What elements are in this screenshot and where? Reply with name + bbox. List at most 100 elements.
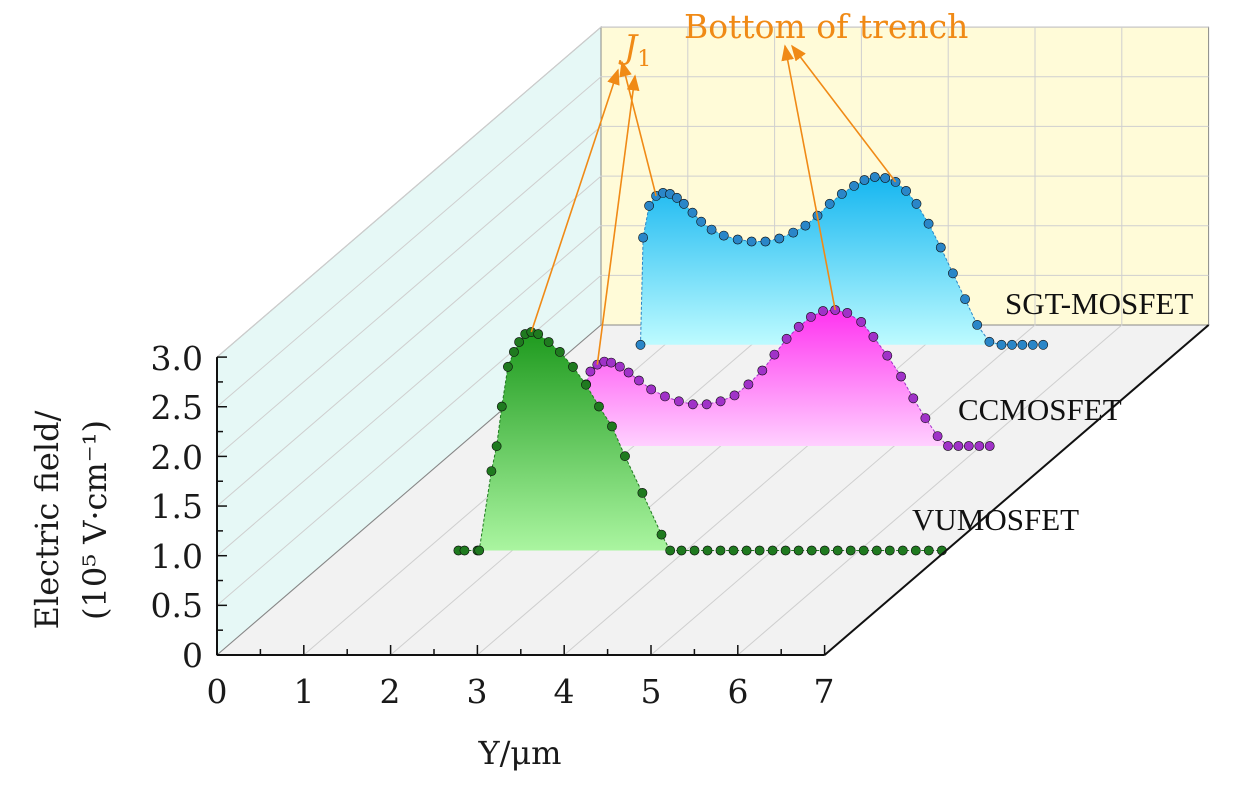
data-point [459, 545, 470, 556]
data-point [896, 371, 906, 382]
x-tick-label: 7 [814, 672, 835, 711]
data-point [729, 390, 740, 401]
data-point [793, 545, 804, 556]
data-point [842, 307, 853, 318]
data-point [674, 396, 684, 407]
data-point [1017, 339, 1028, 350]
data-point [594, 401, 604, 412]
data-point [806, 311, 816, 322]
y-axis-title: Electric field/ [28, 410, 66, 629]
data-point [718, 230, 729, 241]
data-point [780, 545, 791, 556]
grid-line [216, 274, 1209, 606]
data-point [911, 198, 922, 209]
data-point [884, 545, 895, 556]
annotation-bottom-of-trench: Bottom of trench [684, 7, 968, 46]
data-point [514, 337, 524, 347]
x-tick-label: 4 [554, 672, 575, 711]
data-point [774, 233, 785, 244]
data-point [533, 329, 544, 339]
data-point [832, 545, 843, 556]
data-point [910, 545, 921, 556]
grid-line [216, 125, 1209, 457]
y-tick-label: 3.0 [151, 339, 203, 378]
data-point [615, 361, 625, 372]
data-point [806, 545, 817, 556]
y-tick-label: 0.5 [151, 586, 203, 625]
annotation-arrow [596, 74, 640, 365]
data-point [1007, 339, 1017, 350]
series-label-vumosfet: VUMOSFET [912, 502, 1079, 537]
data-point [689, 545, 700, 556]
data-point [932, 431, 943, 441]
data-point [702, 545, 713, 556]
data-point [880, 173, 891, 183]
data-point [701, 399, 712, 410]
annotation-j1: J1 [618, 27, 651, 72]
data-point [687, 207, 698, 218]
data-point [856, 316, 867, 327]
data-point [819, 545, 830, 556]
x-tick-label: 1 [294, 672, 315, 711]
data-point [706, 224, 717, 235]
data-point [972, 319, 983, 330]
data-point [502, 361, 513, 372]
data-point [743, 379, 754, 390]
data-point [960, 294, 970, 304]
data-point [687, 399, 698, 410]
data-point [568, 361, 578, 372]
data-point [672, 192, 682, 203]
y-tick-label: 1.5 [151, 487, 203, 526]
data-point [607, 421, 617, 432]
data-point [486, 466, 497, 476]
data-point [679, 198, 689, 209]
data-point [996, 339, 1007, 350]
y-tick-label: 1.0 [151, 537, 203, 576]
data-point [1038, 339, 1049, 350]
data-point [908, 393, 919, 404]
data-point [974, 441, 985, 451]
data-point [948, 268, 958, 279]
data-point [676, 545, 687, 556]
data-point [757, 365, 768, 376]
data-point [715, 545, 726, 556]
series-area-0 [458, 332, 942, 551]
data-point [606, 357, 617, 368]
data-point [769, 349, 780, 360]
grid-line [216, 175, 1209, 507]
data-point [897, 545, 908, 556]
data-point [620, 451, 630, 462]
data-point [741, 545, 752, 556]
data-point [859, 175, 870, 185]
data-point [660, 391, 670, 402]
x-tick-label: 3 [467, 672, 488, 711]
data-point [901, 185, 911, 196]
data-point [644, 200, 654, 211]
data-point [543, 337, 554, 347]
depth-axis-line [823, 324, 1210, 656]
data-point [788, 227, 799, 238]
data-point [824, 198, 835, 209]
series-area-2 [640, 177, 1044, 345]
y-tick-label: 2.5 [151, 388, 203, 427]
data-point [732, 234, 743, 245]
data-point [868, 331, 879, 342]
data-point [849, 180, 859, 191]
data-point [634, 375, 644, 386]
annotation-arrow [781, 44, 836, 311]
data-point [963, 441, 974, 451]
data-point [638, 232, 648, 243]
data-point [635, 339, 646, 350]
x-axis-title: Y/μm [477, 734, 561, 772]
data-point [1027, 339, 1038, 350]
data-point [665, 545, 676, 556]
x-tick-label: 5 [641, 672, 662, 711]
data-point [715, 396, 726, 407]
data-point [509, 346, 519, 357]
data-point [696, 216, 707, 227]
annotation-arrow [791, 44, 897, 183]
data-point [935, 242, 946, 253]
data-point [923, 218, 934, 229]
data-point [858, 545, 869, 556]
